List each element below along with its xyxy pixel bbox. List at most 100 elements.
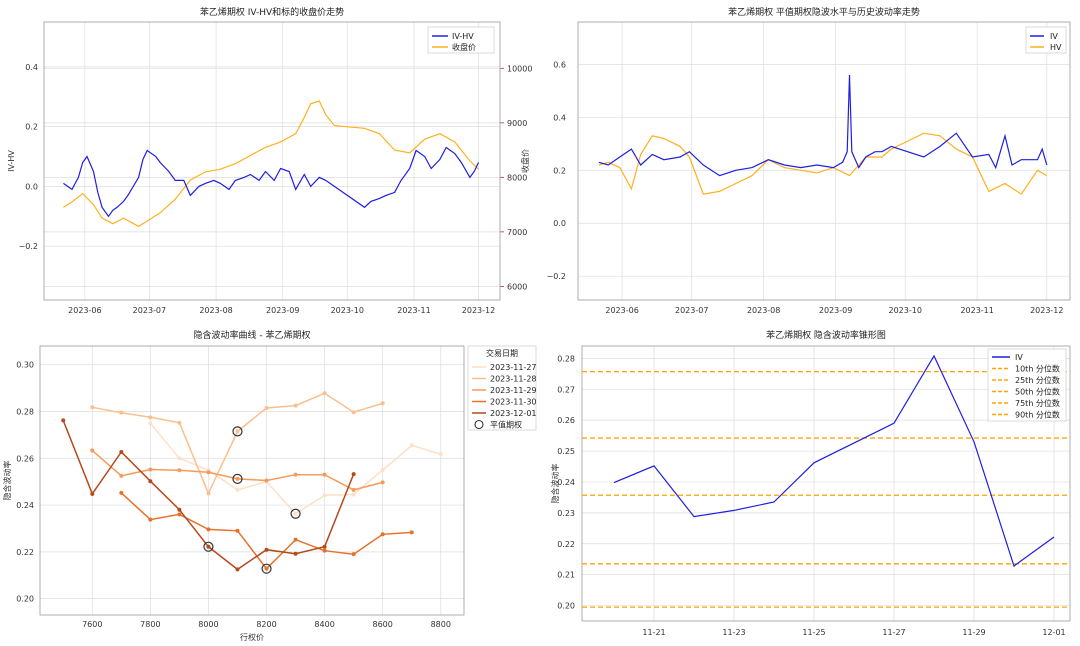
chart3-legend-box	[467, 345, 537, 431]
series-line-iv	[613, 354, 1055, 567]
x-tick-label: 2023-08	[199, 306, 232, 315]
data-point	[409, 443, 414, 448]
legend-atm-marker	[474, 419, 484, 430]
x-tick-label: 8400	[314, 620, 334, 629]
data-point	[235, 429, 240, 434]
x-tick-label: 2023-11	[397, 306, 430, 315]
y-tick-label: 0.4	[553, 113, 566, 122]
y-tick-label: 0.6	[553, 60, 566, 69]
legend-label: 2023-11-27	[490, 363, 537, 372]
data-point	[380, 532, 385, 537]
data-point	[61, 418, 66, 423]
data-point	[380, 401, 385, 406]
x-tick-label: 7800	[140, 620, 160, 629]
legend-label: 90th 分位数	[1015, 410, 1060, 420]
x-tick-label: 2023-10	[889, 306, 922, 315]
legend-label: 2023-11-28	[490, 375, 537, 384]
y2-tick-label: 9000	[507, 119, 527, 128]
y2-tick-label: 6000	[507, 282, 527, 291]
data-point	[351, 487, 356, 492]
x-tick-label: 12-01	[1042, 628, 1065, 637]
data-point	[206, 527, 211, 532]
data-point	[177, 420, 182, 425]
series-line-close-price	[63, 100, 479, 228]
legend-label: 25th 分位数	[1015, 375, 1060, 385]
data-point	[177, 512, 182, 517]
y-tick-label: 0.24	[557, 478, 575, 487]
data-point	[119, 473, 124, 478]
x-tick-label: 8600	[373, 620, 393, 629]
data-point	[293, 403, 298, 408]
data-point	[409, 530, 414, 535]
data-point	[177, 507, 182, 512]
chart2-frame	[577, 21, 1071, 301]
data-point	[235, 476, 240, 481]
x-tick-label: 11-25	[802, 628, 825, 637]
y2-tick-label: 10000	[507, 64, 532, 73]
data-point	[322, 391, 327, 396]
y2-tick-label: 7000	[507, 228, 527, 237]
y-tick-label: 0.26	[16, 454, 34, 463]
x-tick-label: 11-27	[882, 628, 905, 637]
data-point	[293, 551, 298, 556]
x-tick-label: 11-23	[722, 628, 745, 637]
x-tick-label: 8800	[431, 620, 451, 629]
chart4-legend-box	[987, 348, 1067, 422]
data-point	[148, 479, 153, 484]
x-tick-label: 2023-06	[68, 306, 101, 315]
atm-marker	[203, 541, 214, 552]
x-tick-label: 2023-08	[747, 306, 780, 315]
data-point	[148, 421, 153, 426]
data-point	[148, 467, 153, 472]
x-tick-label: 2023-12	[1030, 306, 1063, 315]
data-point	[380, 467, 385, 472]
legend-label: 10th 分位数	[1015, 364, 1060, 374]
y-tick-label: 0.2	[553, 166, 566, 175]
data-point	[322, 472, 327, 477]
x-tick-label: 2023-11	[960, 306, 993, 315]
legend-label: 75th 分位数	[1015, 398, 1060, 408]
chart1-y2label: 收盘价	[520, 149, 530, 173]
x-tick-label: 2023-10	[331, 306, 364, 315]
legend-label: 2023-11-30	[490, 398, 537, 407]
y-tick-label: 0.0	[25, 182, 38, 191]
y-tick-label: 0.26	[557, 416, 575, 425]
series-line-iv	[598, 74, 1048, 177]
data-point	[293, 472, 298, 477]
data-point	[322, 544, 327, 549]
atm-marker	[232, 426, 243, 437]
x-tick-label: 2023-06	[605, 306, 638, 315]
data-point	[148, 415, 153, 420]
chart2-title: 苯乙烯期权 平值期权隐波水平与历史波动率走势	[728, 6, 920, 18]
chart3-frame	[39, 345, 465, 616]
data-point	[264, 405, 269, 410]
y-tick-label: 0.30	[16, 361, 34, 370]
x-tick-label: 2023-07	[675, 306, 708, 315]
chart3-title: 隐含波动率曲线 - 苯乙烯期权	[194, 329, 311, 341]
data-point	[206, 470, 211, 475]
data-point	[293, 511, 298, 516]
chart1-ylabel: IV-HV	[7, 150, 16, 172]
legend-label: HV	[1050, 43, 1062, 52]
legend-label: 2023-11-29	[490, 386, 537, 395]
data-point	[235, 567, 240, 572]
atm-marker	[232, 473, 243, 484]
y-tick-label: 0.28	[16, 407, 34, 416]
data-point	[351, 552, 356, 557]
data-point	[119, 410, 124, 415]
legend-label: 2023-12-01	[490, 409, 537, 418]
chart4-title: 苯乙烯期权 隐含波动率锥形图	[766, 329, 886, 341]
series-line-2023-11-27	[149, 422, 442, 515]
chart1-frame	[43, 21, 501, 301]
atm-marker	[290, 508, 301, 519]
legend-label: IV	[1015, 353, 1023, 362]
y-tick-label: 0.20	[557, 602, 575, 611]
y-tick-label: 0.24	[16, 501, 34, 510]
x-tick-label: 8000	[198, 620, 218, 629]
legend-title: 交易日期	[486, 348, 518, 358]
data-point	[293, 537, 298, 542]
x-tick-label: 11-29	[962, 628, 985, 637]
x-tick-label: 2023-09	[266, 306, 299, 315]
legend-label: IV-HV	[452, 32, 474, 41]
